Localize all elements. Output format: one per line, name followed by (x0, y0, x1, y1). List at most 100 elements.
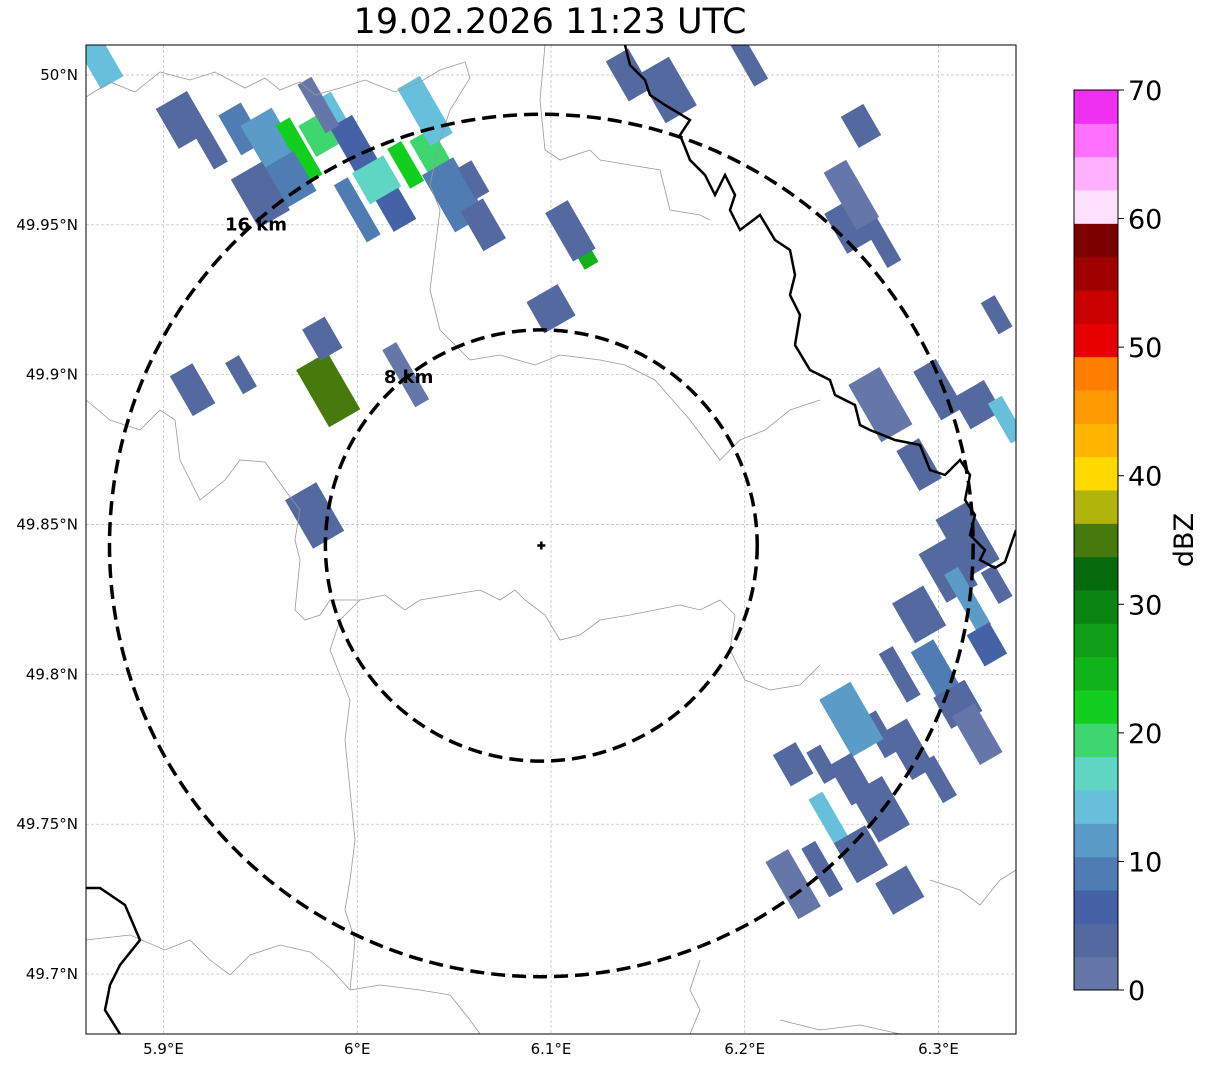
colorbar-segment (1074, 556, 1118, 591)
range-rings (107, 112, 975, 979)
echo-cell (297, 76, 340, 134)
map-title: 19.02.2026 11:23 UTC (353, 2, 747, 42)
echo-cell (285, 482, 345, 549)
echo-cell (878, 646, 921, 703)
colorbar-tick-label: 0 (1128, 976, 1145, 1007)
echo-cell (333, 177, 381, 243)
minor-boundary-6 (689, 869, 1016, 1034)
colorbar-frame (1073, 89, 1119, 991)
echo-cell (833, 825, 889, 884)
echo-cell (296, 352, 361, 428)
echo-cell (819, 681, 884, 757)
y-tick-label: 49.85°N (16, 516, 78, 534)
colorbar-segment (1074, 356, 1118, 391)
echo-cell (155, 91, 210, 149)
colorbar-segment (1074, 790, 1118, 824)
colorbar-segment (1074, 756, 1118, 791)
colorbar-segment (1074, 223, 1118, 258)
colorbar-segment (1074, 190, 1118, 224)
echo-cell (782, 1036, 824, 1069)
range-ring-labels: 8 km 16 km (225, 215, 433, 388)
colorbar-segment (1074, 690, 1118, 724)
country-border-2 (86, 886, 142, 1034)
echo-cell (935, 501, 1000, 578)
echo-cell (980, 295, 1013, 335)
echo-cell (840, 103, 882, 149)
y-tick-label: 49.95°N (16, 216, 78, 234)
colorbar-segment (1074, 523, 1118, 558)
colorbar: 0 10 20 30 40 50 60 70 dBZ (1073, 76, 1200, 1007)
echo-cell (801, 840, 844, 898)
echo-cell (196, 130, 228, 170)
colorbar-segment (1074, 90, 1118, 124)
echo-cell (375, 187, 417, 232)
colorbar-segment (1074, 656, 1118, 691)
colorbar-segment (1074, 123, 1118, 158)
echo-cell (169, 363, 216, 417)
range-ring (107, 112, 975, 979)
echo-cell (230, 161, 290, 229)
y-axis-ticks: 50°N 49.95°N 49.9°N 49.85°N 49.8°N 49.75°N 49.… (16, 66, 78, 983)
colorbar-tick-label: 50 (1128, 333, 1162, 364)
echo-cell (850, 775, 910, 843)
minor-boundary-4 (329, 599, 481, 1034)
echo-cell (382, 342, 430, 408)
colorbar-segment (1074, 290, 1118, 324)
x-tick-label: 6.1°E (531, 1040, 572, 1058)
echo-cell (457, 160, 490, 200)
echo-cell (848, 367, 913, 443)
echo-cell (765, 849, 821, 920)
echo-cell (920, 755, 957, 804)
x-axis-ticks: 5.9°E 6°E 6.1°E 6.2°E 6.3°E (143, 1040, 959, 1058)
echo-cell (875, 865, 925, 915)
country-border-1 (623, 45, 1016, 570)
gridlines (86, 45, 1016, 1034)
colorbar-segment (1074, 490, 1118, 524)
echo-cell (944, 566, 991, 633)
x-tick-label: 5.9°E (143, 1040, 184, 1058)
colorbar-tick-label: 30 (1128, 590, 1162, 621)
colorbar-tick-label: 10 (1128, 847, 1162, 878)
colorbar-segment (1074, 390, 1118, 424)
colorbar-segment (1074, 856, 1118, 891)
colorbar-segment (1074, 456, 1118, 491)
colorbar-segment (1074, 323, 1118, 358)
colorbar-tick-label: 60 (1128, 205, 1162, 236)
colorbar-tick-label: 70 (1128, 76, 1162, 107)
echo-cell (275, 117, 323, 183)
minor-boundary-5 (86, 934, 351, 991)
echo-cell (605, 48, 652, 102)
echo-cell (952, 380, 1002, 430)
echo-cell (526, 284, 576, 334)
y-tick-label: 49.75°N (16, 815, 78, 833)
range-ring (323, 328, 759, 763)
minor-boundary-2 (539, 45, 711, 221)
radar-center-marker (537, 541, 546, 550)
colorbar-segment (1074, 890, 1118, 924)
range-ring-label: 8 km (384, 367, 434, 388)
echo-cell (225, 355, 257, 395)
echo-cell (806, 744, 839, 784)
echo-cell (859, 211, 902, 269)
echo-cell (387, 140, 425, 189)
colorbar-tick-label: 40 (1128, 462, 1162, 493)
y-tick-label: 49.9°N (26, 366, 78, 384)
echo-cell (823, 159, 880, 230)
echo-cell (980, 564, 1013, 605)
echo-cell (951, 703, 1003, 766)
echo-cell (545, 200, 596, 262)
echo-cell (302, 316, 343, 361)
colorbar-segment (1074, 423, 1118, 458)
minor-boundary-3 (86, 399, 821, 691)
echo-cell (397, 75, 453, 147)
colorbar-segment (1074, 923, 1118, 958)
echo-cell (772, 742, 814, 787)
echo-cell (892, 585, 947, 644)
colorbar-segment (1074, 156, 1118, 191)
echo-cell (460, 198, 506, 252)
colorbar-segment (1074, 823, 1118, 858)
colorbar-segment (1074, 723, 1118, 758)
echo-cell (824, 195, 879, 254)
y-tick-label: 49.8°N (26, 665, 78, 683)
echo-cell (298, 112, 339, 157)
